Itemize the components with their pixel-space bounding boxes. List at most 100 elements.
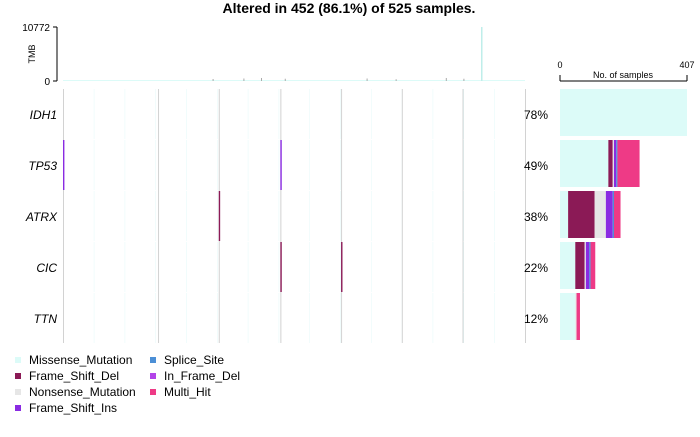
legend-label: Frame_Shift_Ins [29, 401, 117, 415]
matrix-background [63, 89, 525, 343]
sample-line [494, 89, 495, 139]
percent-label-tp53: 49% [524, 159, 548, 173]
sample-line [432, 293, 434, 343]
sample-line [432, 89, 434, 139]
gene-label-atrx: ATRX [25, 210, 58, 224]
sample-line [432, 242, 434, 292]
mutation-matrix [63, 89, 526, 343]
count-bar-tp53-frame_shift_del [608, 140, 613, 187]
count-bar-tp53-splice_site [616, 140, 618, 187]
percent-label-ttn: 12% [524, 312, 548, 326]
legend-swatch-icon [15, 405, 21, 411]
sample-line [371, 242, 372, 292]
gene-labels: IDH1 TP53 ATRX CIC TTN [25, 108, 58, 326]
legend-label: Missense_Mutation [29, 353, 132, 367]
count-bar-cic-missense_mutation [560, 242, 576, 289]
legend-swatch-icon [150, 373, 156, 379]
gene-label-tp53: TP53 [28, 159, 57, 173]
sample-line [217, 242, 218, 292]
tmb-bar-max [481, 27, 483, 81]
sample-line [463, 293, 464, 343]
legend: Missense_Mutation Frame_Shift_Del Nonsense… [15, 353, 240, 415]
sample-line [463, 140, 464, 190]
sample-line [155, 140, 156, 190]
count-bar-atrx-multi_hit [613, 191, 621, 238]
sample-line [93, 140, 95, 190]
sample-line [309, 191, 310, 241]
sample-line [186, 242, 187, 292]
matrix-row-atrx [63, 191, 525, 241]
sample-line [155, 191, 156, 241]
sample-line [463, 191, 464, 241]
matrix-column-line [462, 89, 464, 343]
sample-line [371, 191, 372, 241]
legend-swatch-icon [150, 357, 156, 363]
sample-line [309, 293, 310, 343]
count-bar-atrx-nonsense_mutation [594, 191, 606, 238]
percent-label-atrx: 38% [524, 210, 548, 224]
sample-line [247, 140, 249, 190]
matrix-row-ttn [63, 293, 525, 343]
sample-line [494, 140, 495, 190]
legend-label: Splice_Site [164, 353, 224, 367]
count-bar-tp53-frame_shift_ins [613, 140, 617, 187]
sample-line [278, 89, 280, 139]
sample-line [340, 140, 341, 190]
tmb-bar [366, 78, 368, 81]
sample-line [463, 89, 464, 139]
matrix-cell-tp53 [280, 140, 282, 190]
sample-line [93, 89, 95, 139]
sample-line [309, 242, 310, 292]
sample-line [155, 242, 156, 292]
count-bar-cic-frame_shift_del [575, 242, 585, 289]
legend-swatch-icon [15, 373, 21, 379]
sample-line [278, 140, 280, 190]
legend-swatch-icon [150, 389, 156, 395]
sample-line [155, 293, 156, 343]
count-tick-label-max: 407 [679, 60, 694, 70]
tmb-bar [463, 78, 465, 81]
sample-line [217, 89, 218, 139]
matrix-column-line [158, 89, 160, 343]
legend-swatch-icon [15, 389, 21, 395]
gene-label-cic: CIC [36, 261, 57, 275]
matrix-cell-tp53 [63, 140, 65, 190]
sample-line [340, 242, 341, 292]
matrix-column-line [401, 89, 403, 343]
matrix-column-line [341, 89, 343, 343]
sample-line [494, 191, 495, 241]
legend-label: In_Frame_Del [164, 369, 240, 383]
sample-line [278, 191, 280, 241]
matrix-row-cic [63, 242, 525, 292]
sample-line [217, 191, 218, 241]
percent-label-idh1: 78% [524, 108, 548, 122]
tmb-panel: 10772 0 TMB [22, 23, 525, 88]
sample-line [124, 293, 126, 343]
matrix-cell-cic [341, 242, 343, 292]
count-bar-cic-frame_shift_ins [585, 242, 590, 289]
sample-line [340, 293, 341, 343]
legend-swatch-icon [15, 357, 21, 363]
tmb-tick-label-min: 0 [44, 77, 50, 88]
sample-line [432, 140, 434, 190]
legend-label: Nonsense_Mutation [29, 385, 136, 399]
sample-line [371, 293, 372, 343]
sample-line [186, 293, 187, 343]
tmb-bar [445, 77, 447, 81]
sample-line [340, 191, 341, 241]
percent-label-cic: 22% [524, 261, 548, 275]
sample-line [93, 191, 95, 241]
tmb-axis-label: TMB [27, 45, 37, 64]
count-bar-ttn-nonsense_mutation [575, 293, 577, 340]
count-tick-label-min: 0 [557, 60, 562, 70]
sample-line [494, 242, 495, 292]
sample-line [93, 293, 95, 343]
matrix-cell-cic [280, 242, 282, 292]
matrix-row-tp53 [63, 140, 525, 190]
matrix-row-idh1 [63, 89, 525, 139]
count-bar-ttn-multi_hit [576, 293, 580, 340]
sample-line [278, 242, 280, 292]
tmb-bar [212, 78, 214, 81]
